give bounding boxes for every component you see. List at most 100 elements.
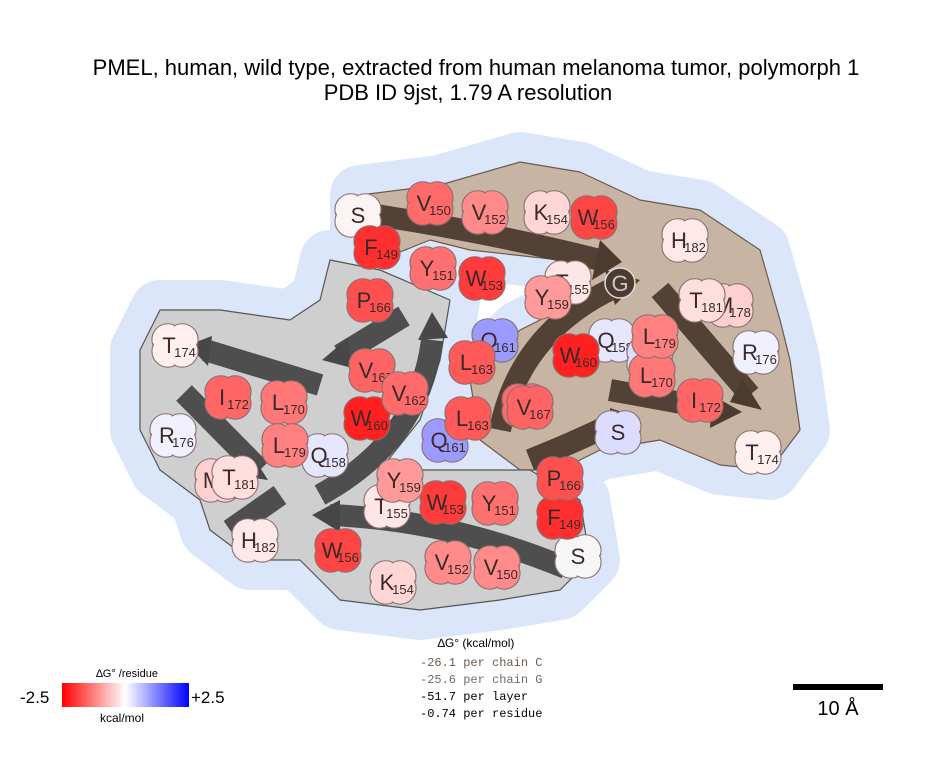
residue-letter: Y (535, 285, 550, 310)
residue-number: 182 (684, 240, 706, 255)
strand-g-1 (329, 504, 571, 579)
residue-letter: G (611, 271, 628, 296)
energy-chain-g: -25.6 per chain G (420, 673, 543, 687)
colorbar-unit: kcal/mol (99, 711, 144, 725)
colorbar-max-label: +2.5 (191, 688, 225, 707)
residue-letter: V (484, 555, 499, 580)
strand-c-5 (651, 282, 759, 403)
residue-number: 167 (529, 407, 551, 422)
residue-number: 166 (559, 478, 581, 493)
residue-number: 176 (755, 352, 777, 367)
residue-number: 150 (429, 203, 451, 218)
strand-arrowhead (322, 338, 352, 368)
residue-letter: S (611, 420, 626, 445)
residue-letter: I (691, 388, 697, 413)
strand-g-2 (314, 338, 443, 505)
energy-legend-title: ∆G° (kcal/mol) (437, 636, 515, 650)
residue-c-l163: L 163 (448, 340, 496, 385)
residue-letter: W (351, 406, 372, 431)
residue-number: 153 (481, 278, 503, 293)
colorbar-title: ∆G° /residue (96, 668, 158, 680)
residue-letter: V (435, 550, 450, 575)
residue-number: 161 (494, 340, 516, 355)
energy-per-layer: -51.7 per layer (420, 690, 529, 704)
residue-letter: L (640, 363, 652, 388)
residue-letter: K (380, 570, 395, 595)
residue-g-i172: I 172 (204, 375, 252, 420)
residue-number: 149 (559, 517, 581, 532)
residue-number: 166 (369, 300, 391, 315)
residue-c-sx: S (334, 193, 382, 238)
residue-g-l179: L 179 (261, 423, 309, 468)
figure-title-line-2: PDB ID 9jst, 1.79 A resolution (323, 80, 613, 105)
colorbar-gradient (62, 683, 189, 707)
residue-number: 152 (484, 212, 506, 227)
residue-c-i172: I 172 (676, 378, 724, 423)
residue-letter: T (222, 465, 235, 490)
residue-number: 151 (432, 268, 454, 283)
residue-number: 158 (324, 455, 346, 470)
residue-letter: T (745, 440, 758, 465)
residue-letter: V (417, 191, 432, 216)
residue-number: 182 (254, 540, 276, 555)
residue-g-l163: L 163 (444, 396, 492, 441)
residue-number: 156 (593, 217, 615, 232)
residue-c-l170: L 170 (628, 353, 676, 398)
residue-number: 181 (701, 300, 723, 315)
residue-number: 179 (284, 445, 306, 460)
residue-letter: V (517, 395, 532, 420)
residue-letter: L (456, 406, 468, 431)
residue-number: 154 (392, 582, 414, 597)
residue-number: 181 (234, 477, 256, 492)
residue-letter: Q (597, 328, 614, 353)
colorbar-min-label: -2.5 (20, 688, 50, 707)
residue-number: 178 (729, 305, 751, 320)
residue-number: 159 (399, 480, 421, 495)
residue-letter: L (272, 390, 284, 415)
residues: SF149V150Y151V152W153K154T155W156GQ158Y1… (149, 181, 782, 605)
residue-letter: V (472, 200, 487, 225)
residue-letter: T (162, 333, 175, 358)
residue-number: 161 (444, 440, 466, 455)
residue-letter: L (273, 433, 285, 458)
residue-letter: W (578, 205, 599, 230)
residue-number: 156 (337, 550, 359, 565)
residue-letter: L (643, 324, 655, 349)
residue-letter: Y (387, 468, 402, 493)
residue-letter: P (547, 466, 562, 491)
strand-arrowhead (312, 500, 340, 532)
residue-letter: R (742, 340, 758, 365)
residue-number: 160 (366, 418, 388, 433)
residue-letter: V (359, 358, 374, 383)
residue-letter: H (241, 528, 257, 553)
residue-g-l170: L 170 (260, 380, 308, 425)
residue-letter: W (322, 538, 343, 563)
scale-bar (793, 684, 883, 690)
residue-number: 160 (575, 355, 597, 370)
residue-number: 163 (471, 362, 493, 377)
energy-chain-c: -26.1 per chain C (420, 656, 543, 670)
residue-letter: K (534, 200, 549, 225)
residue-letter: W (427, 490, 448, 515)
